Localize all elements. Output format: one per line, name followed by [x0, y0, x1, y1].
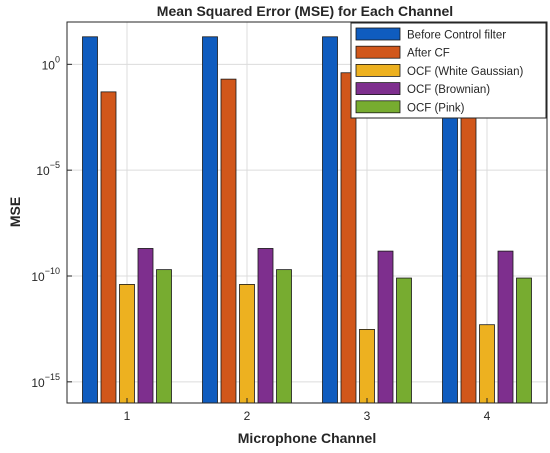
bar-ocf-brownian--ch2: [257, 248, 274, 404]
bar-ocf-brownian--ch1: [137, 248, 154, 404]
x-tick-label: 2: [244, 409, 251, 423]
x-axis-label: Microphone Channel: [238, 430, 376, 446]
x-tick-labels: 1 2 3 4: [124, 398, 491, 423]
chart-title: Mean Squared Error (MSE) for Each Channe…: [157, 3, 453, 19]
bar-before-control-filter-ch2: [202, 36, 218, 404]
bar-ocf-white-gaussian--ch3: [359, 329, 375, 404]
x-tick-label: 4: [484, 409, 491, 423]
bar-ocf-pink--ch3: [396, 277, 412, 404]
bar-ocf-brownian--ch4: [497, 250, 514, 404]
x-tick-label: 3: [364, 409, 371, 423]
legend: Before Control filter After CF OCF (White …: [350, 22, 547, 119]
legend-swatch: [355, 64, 401, 77]
plot-frame: [66, 21, 548, 404]
y-tick-label: 10−5: [36, 160, 60, 178]
bar-ocf-brownian--ch3: [377, 250, 394, 404]
legend-swatch: [355, 82, 401, 95]
y-tick-label: 10−10: [31, 266, 60, 284]
bar-ocf-pink--ch2: [276, 269, 292, 404]
bar-ocf-pink--ch4: [516, 277, 532, 404]
legend-entry: OCF (White Gaussian): [407, 66, 523, 78]
legend-swatch: [355, 45, 401, 59]
bar-ocf-white-gaussian--ch4: [479, 324, 495, 404]
y-tick-labels: 100 10−5 10−10 10−15: [31, 54, 72, 390]
bar-after-cf-ch3: [340, 72, 357, 404]
bar-before-control-filter-ch3: [322, 36, 338, 404]
bar-after-cf-ch4: [460, 91, 477, 404]
bar-ocf-white-gaussian--ch2: [239, 284, 255, 404]
bar-ocf-white-gaussian--ch1: [119, 284, 135, 404]
y-tick-label: 100: [42, 54, 60, 72]
legend-swatch: [355, 27, 401, 41]
legend-swatch: [355, 100, 401, 114]
legend-entry: Before Control filter: [407, 30, 506, 42]
x-tick-label: 1: [124, 409, 131, 423]
y-axis-label: MSE: [7, 197, 23, 227]
legend-entry: OCF (Brownian): [407, 84, 490, 96]
bar-before-control-filter-ch1: [82, 36, 98, 404]
legend-entry: After CF: [407, 48, 450, 60]
legend-entry: OCF (Pink): [407, 102, 465, 114]
y-tick-label: 10−15: [31, 372, 60, 390]
bar-after-cf-ch2: [220, 78, 237, 404]
bar-ocf-pink--ch1: [156, 269, 172, 404]
bar-after-cf-ch1: [100, 91, 117, 404]
